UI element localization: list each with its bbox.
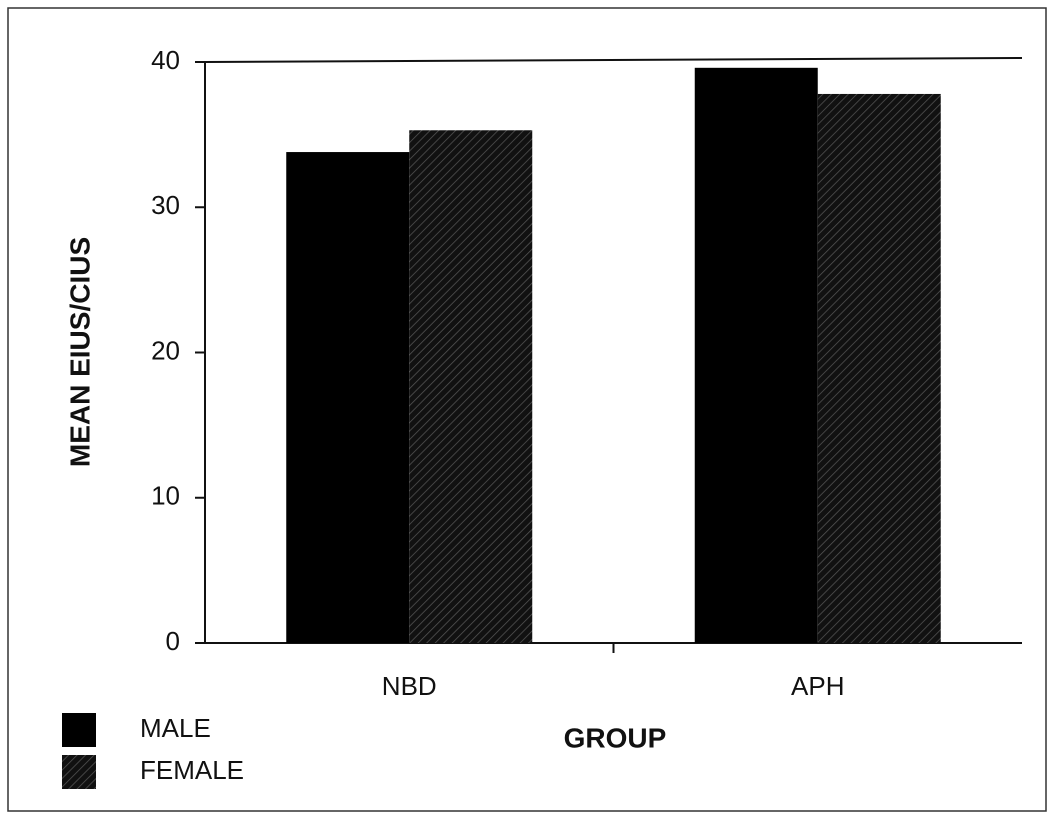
frame bbox=[7, 7, 1047, 812]
legend-label: MALE bbox=[140, 713, 211, 743]
x-tick-label: NBD bbox=[382, 671, 437, 701]
y-tick-label: 20 bbox=[151, 335, 180, 365]
bar bbox=[817, 93, 941, 643]
bar bbox=[286, 152, 410, 643]
y-tick-label: 10 bbox=[151, 481, 180, 511]
x-tick-label: APH bbox=[791, 671, 844, 701]
x-axis-label: GROUP bbox=[564, 722, 667, 753]
y-tick-label: 0 bbox=[166, 626, 180, 656]
bar bbox=[409, 130, 533, 643]
bar bbox=[694, 67, 818, 643]
legend-label: FEMALE bbox=[140, 755, 244, 785]
legend-swatch bbox=[62, 755, 96, 789]
y-tick-label: 40 bbox=[151, 45, 180, 75]
y-tick-label: 30 bbox=[151, 190, 180, 220]
y-axis-label: MEAN EIUS/CIUS bbox=[64, 237, 95, 467]
legend-swatch bbox=[62, 713, 96, 747]
top-edge bbox=[204, 57, 1023, 63]
